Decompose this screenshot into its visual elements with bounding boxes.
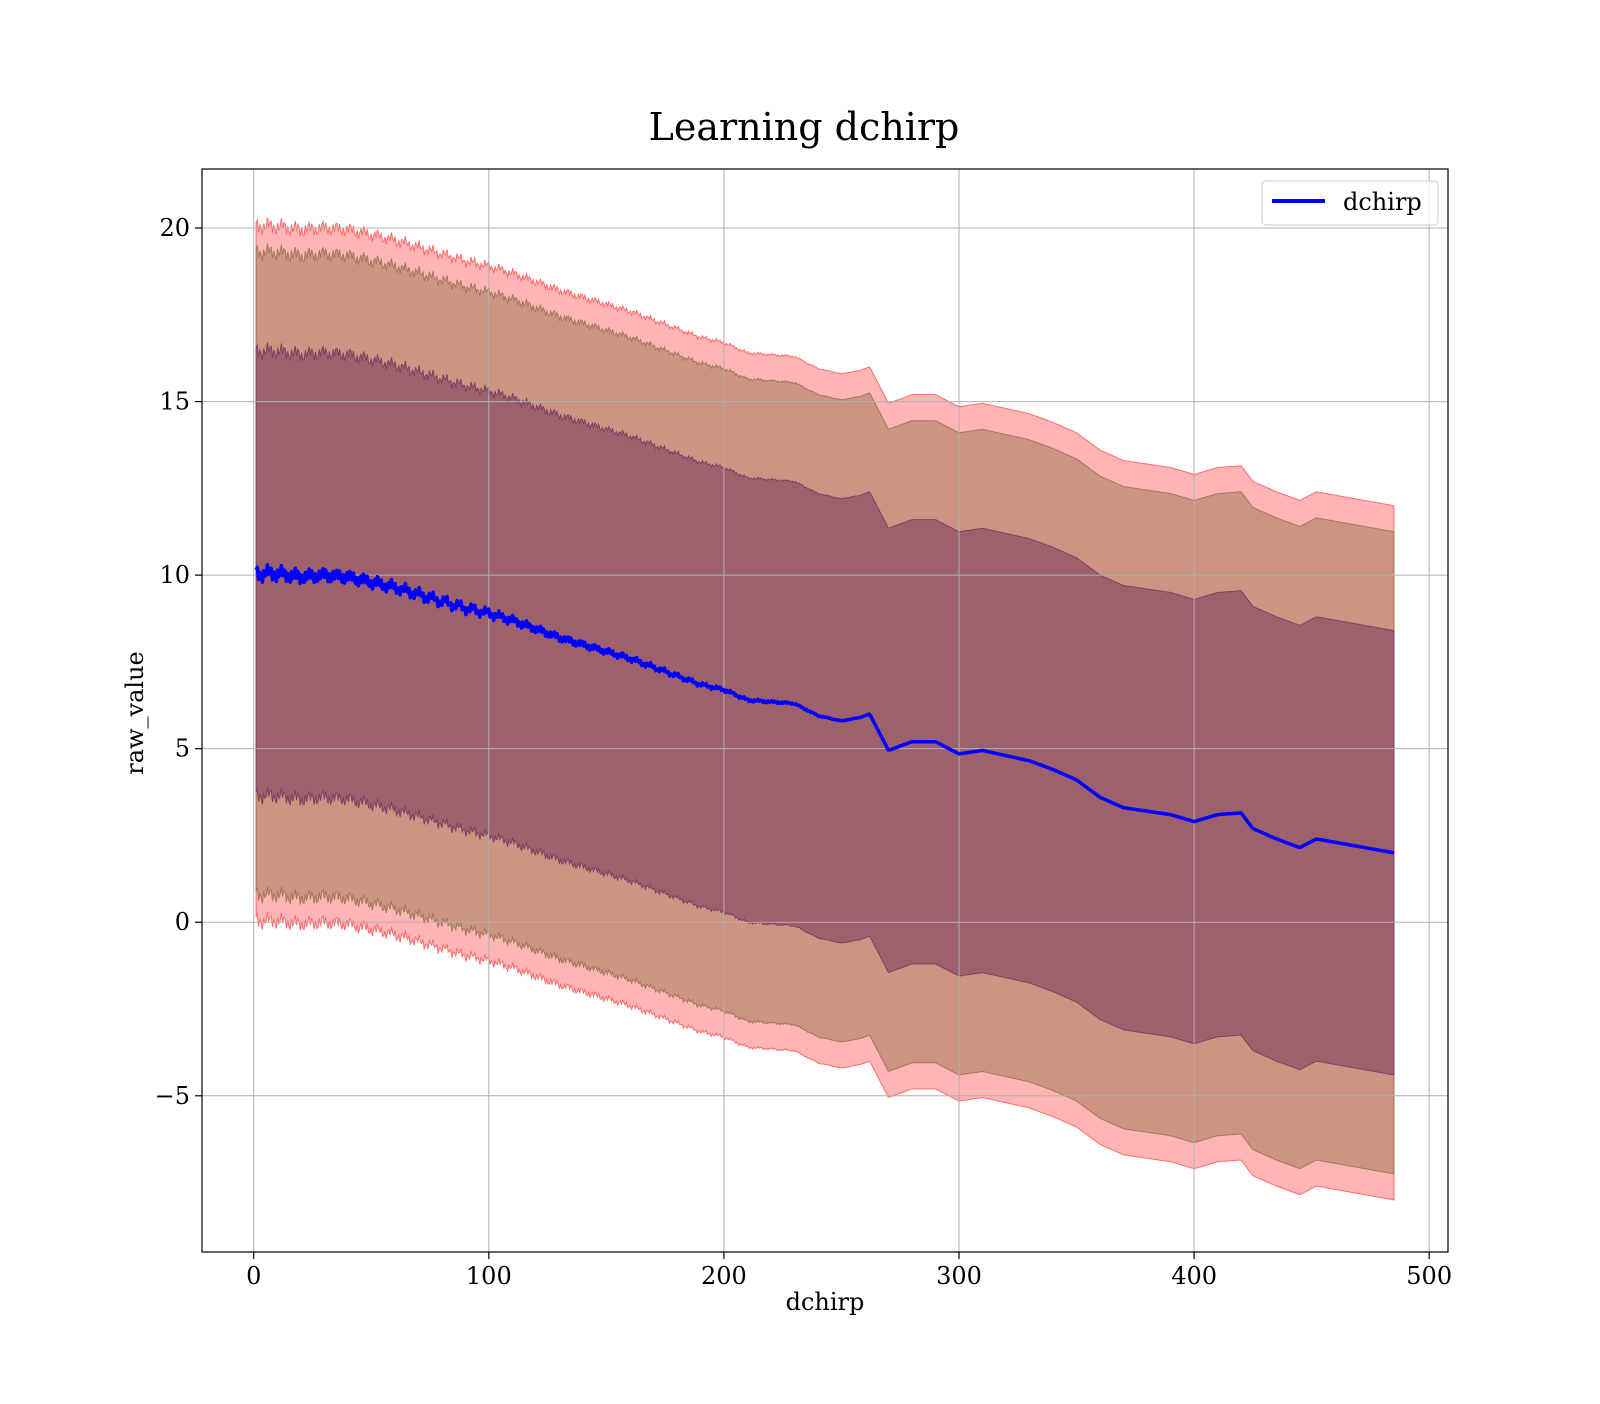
x-tick-label: 100	[466, 1262, 512, 1290]
legend: dchirp	[1261, 180, 1439, 226]
x-axis-label: dchirp	[786, 1288, 865, 1316]
x-tick-label: 500	[1406, 1262, 1452, 1290]
y-axis-ticks: −5 0 5 10 15 20	[155, 214, 202, 1110]
x-tick-label: 300	[936, 1262, 982, 1290]
chart-title: Learning dchirp	[649, 105, 960, 149]
y-tick-label: 0	[175, 908, 190, 936]
y-tick-label: 20	[159, 214, 190, 242]
y-tick-label: −5	[155, 1082, 190, 1110]
band-inner	[255, 342, 1395, 1076]
x-tick-label: 0	[246, 1262, 261, 1290]
y-axis-label: raw_value	[121, 651, 149, 775]
plot-frame	[201, 168, 1449, 1253]
x-tick-label: 400	[1171, 1262, 1217, 1290]
x-tick-label: 200	[701, 1262, 747, 1290]
y-tick-label: 10	[159, 561, 190, 589]
series-line-dchirp	[254, 562, 1395, 855]
series-line-layer	[254, 562, 1395, 855]
confidence-bands	[255, 217, 1395, 1201]
legend-box	[1261, 180, 1439, 226]
legend-entry-dchirp: dchirp	[1343, 188, 1422, 216]
grid-lines	[202, 169, 1448, 1252]
x-axis-ticks: 0 100 200 300 400 500	[246, 1252, 1452, 1290]
y-tick-label: 5	[175, 735, 190, 763]
y-tick-label: 15	[159, 388, 190, 416]
